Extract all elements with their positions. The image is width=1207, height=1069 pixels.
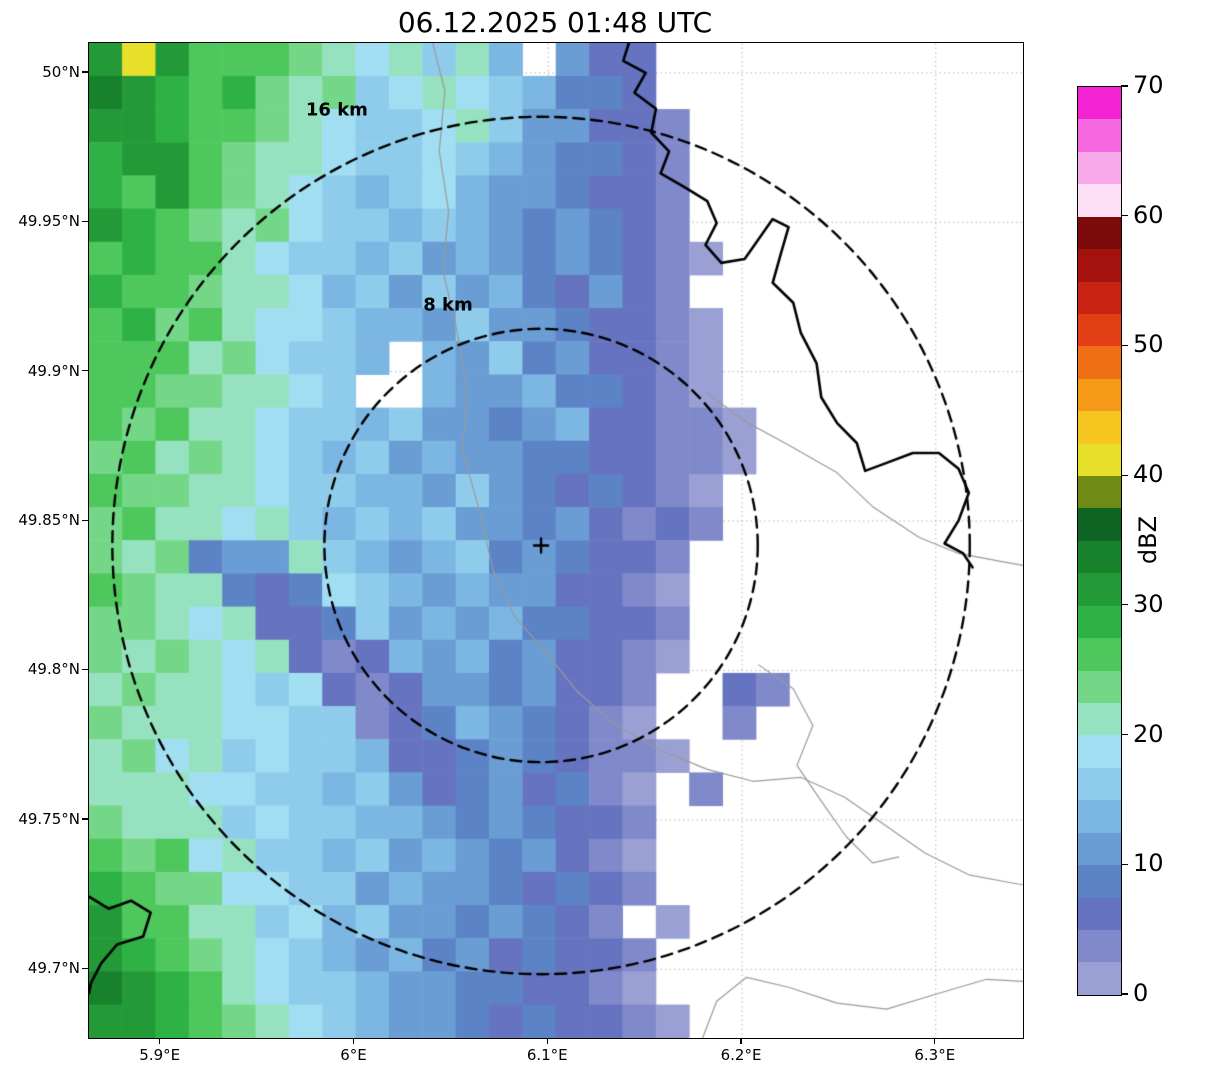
lon-tick-mark — [740, 1038, 742, 1044]
colorbar-tick-mark — [1121, 733, 1128, 736]
colorbar-tick-label: 40 — [1133, 460, 1164, 489]
lat-tick-mark — [82, 519, 88, 521]
colorbar-segment — [1078, 767, 1121, 801]
colorbar-segment — [1078, 832, 1121, 866]
colorbar-segment — [1078, 216, 1121, 250]
colorbar-tick-mark — [1121, 85, 1128, 87]
colorbar-segment — [1078, 281, 1121, 314]
colorbar-tick-label: 50 — [1133, 330, 1164, 359]
lat-tick-label: 49.7°N — [27, 959, 80, 978]
colorbar-tick-label: 20 — [1133, 719, 1164, 748]
colorbar-segment — [1078, 184, 1121, 217]
lat-tick-mark — [82, 668, 88, 671]
lat-tick-mark — [82, 71, 88, 73]
radar-heatmap-canvas — [89, 43, 1023, 1038]
colorbar-segment — [1078, 249, 1121, 282]
lat-tick-label: 49.8°N — [27, 660, 80, 679]
colorbar-segment — [1078, 443, 1121, 477]
colorbar-segment — [1078, 605, 1121, 639]
colorbar-tick-mark — [1121, 863, 1128, 865]
lon-tick-label: 6°E — [340, 1046, 367, 1064]
colorbar-tick-label: 30 — [1133, 589, 1164, 618]
colorbar-tick-mark — [1121, 215, 1128, 217]
colorbar-tick-mark — [1121, 993, 1128, 995]
lat-tick-label: 49.75°N — [18, 809, 80, 828]
map-plot-area — [88, 42, 1024, 1039]
colorbar-segment — [1078, 638, 1121, 671]
colorbar-tick-label: 10 — [1133, 849, 1164, 878]
lon-tick-mark — [159, 1038, 161, 1044]
lat-tick-mark — [82, 220, 88, 222]
colorbar-segment — [1078, 119, 1121, 152]
colorbar-tick-mark — [1121, 604, 1128, 606]
lon-tick-label: 6.3°E — [914, 1046, 956, 1064]
lon-tick-mark — [546, 1038, 548, 1044]
colorbar-tick-label: 60 — [1133, 200, 1164, 229]
range-ring-label-8km: 8 km — [423, 294, 473, 316]
colorbar-segment — [1078, 508, 1121, 541]
colorbar-segment — [1078, 411, 1121, 444]
colorbar-segment — [1078, 346, 1121, 379]
colorbar-tick-mark — [1121, 474, 1128, 476]
colorbar-segment — [1078, 573, 1121, 606]
lat-tick-mark — [82, 370, 88, 372]
colorbar-segment — [1078, 962, 1121, 995]
colorbar-segment — [1078, 540, 1121, 574]
colorbar-segment — [1078, 313, 1121, 347]
colorbar-segment — [1078, 800, 1121, 833]
colorbar-segment — [1078, 87, 1121, 120]
lat-tick-label: 49.95°N — [18, 212, 80, 231]
colorbar-segment — [1078, 929, 1121, 963]
colorbar-segment — [1078, 865, 1121, 898]
colorbar — [1077, 86, 1122, 996]
colorbar-segment — [1078, 735, 1121, 768]
lat-tick-label: 50°N — [42, 62, 80, 81]
lon-tick-label: 6.2°E — [720, 1046, 762, 1064]
range-ring-label-16km: 16 km — [305, 99, 368, 121]
colorbar-axis-label: dBZ — [1134, 515, 1162, 565]
colorbar-segment — [1078, 476, 1121, 509]
lat-tick-label: 49.9°N — [27, 361, 80, 380]
colorbar-segment — [1078, 151, 1121, 185]
colorbar-tick-mark — [1121, 344, 1128, 347]
lon-tick-label: 6.1°E — [526, 1046, 568, 1064]
colorbar-segment — [1078, 703, 1121, 736]
colorbar-segment — [1078, 378, 1121, 412]
colorbar-segment — [1078, 897, 1121, 930]
lon-tick-mark — [934, 1038, 936, 1044]
colorbar-tick-label: 70 — [1133, 71, 1164, 99]
colorbar-tick-label: 0 — [1133, 979, 1149, 1007]
lon-tick-mark — [352, 1038, 355, 1044]
lat-tick-mark — [82, 967, 88, 969]
lat-tick-label: 49.85°N — [18, 511, 80, 530]
lon-tick-label: 5.9°E — [139, 1046, 181, 1064]
lat-tick-mark — [82, 818, 88, 820]
figure-title: 06.12.2025 01:48 UTC — [397, 6, 713, 39]
colorbar-segment — [1078, 670, 1121, 704]
